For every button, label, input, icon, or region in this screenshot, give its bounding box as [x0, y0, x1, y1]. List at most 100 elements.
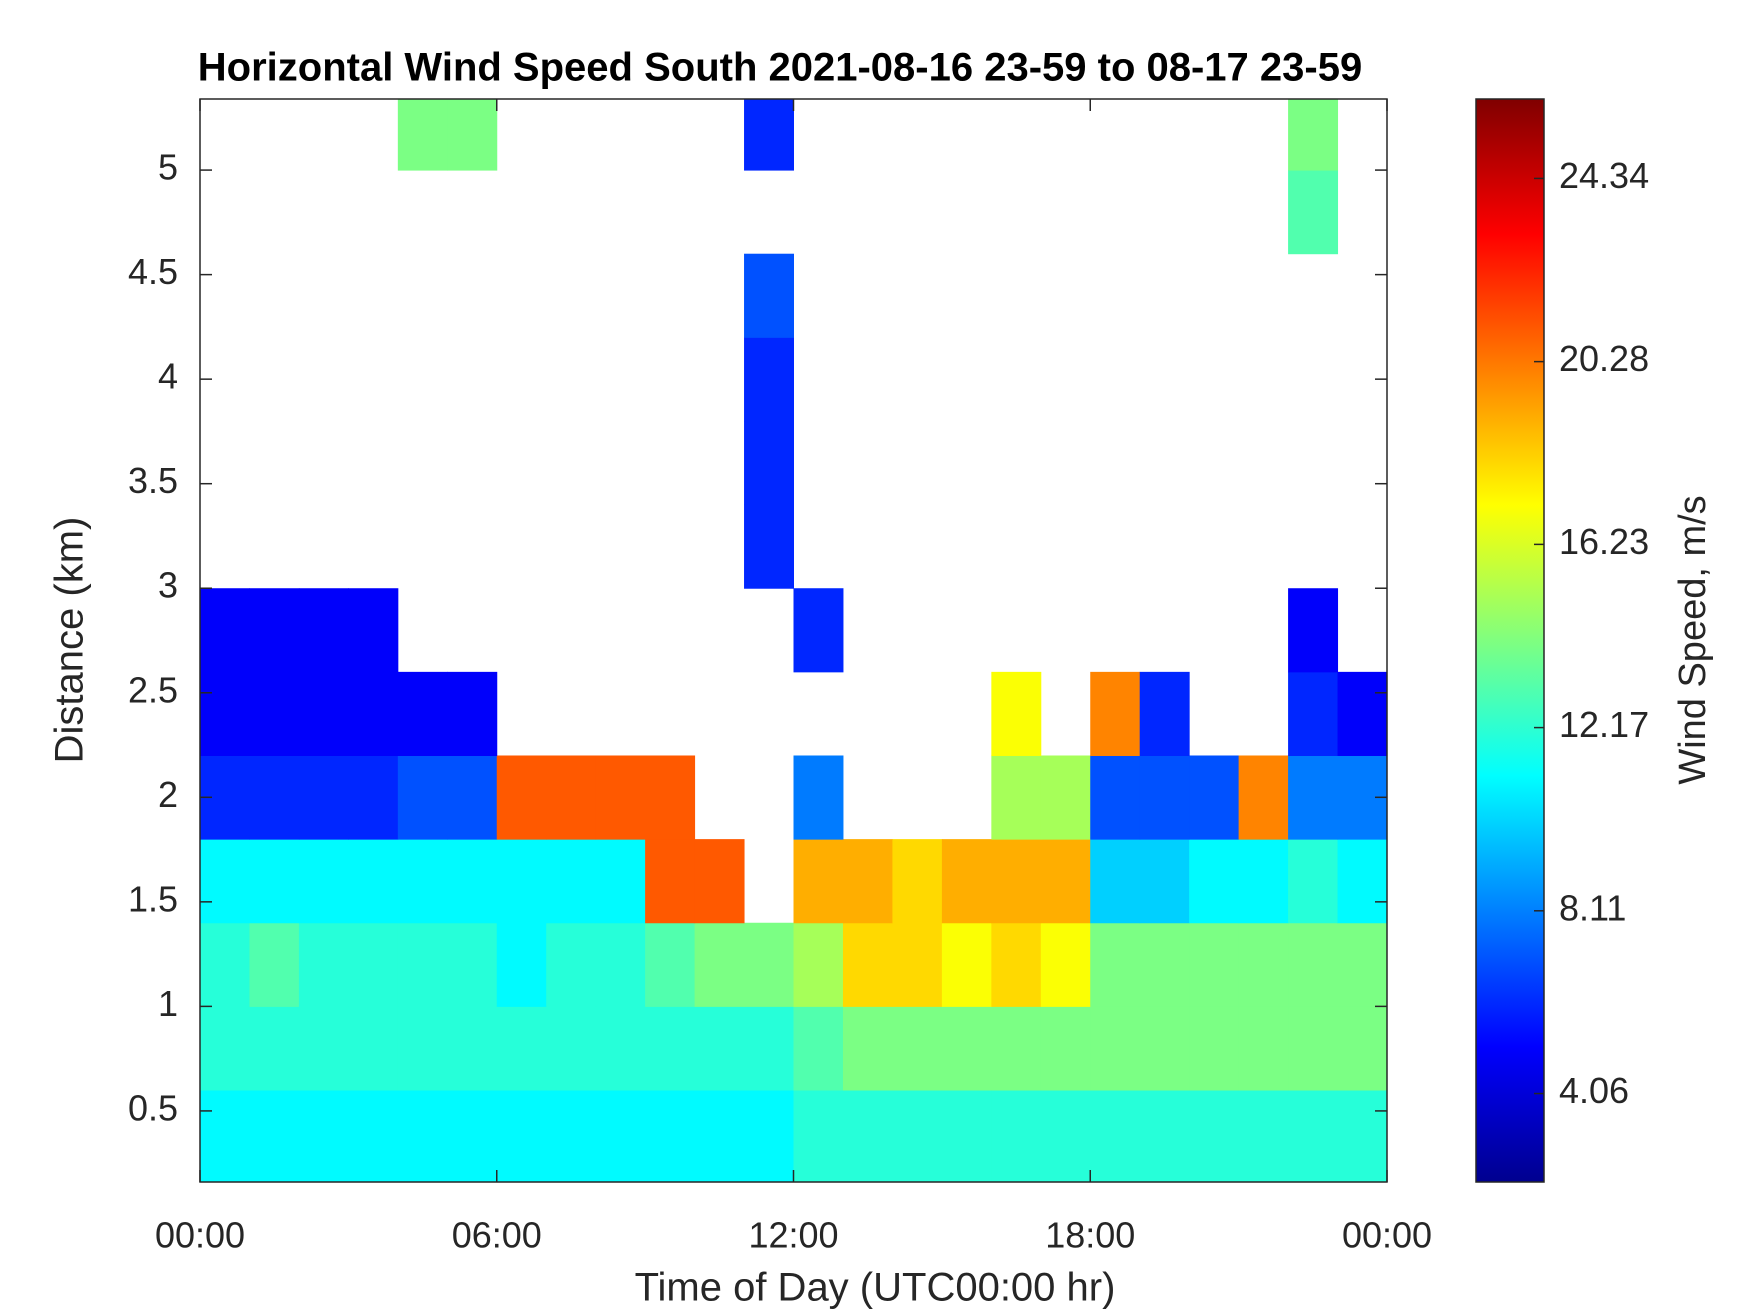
- heatmap-cell: [200, 671, 250, 756]
- heatmap-cell: [348, 922, 399, 1007]
- heatmap-cell: [496, 1006, 547, 1091]
- heatmap-cell: [1189, 922, 1240, 1007]
- heatmap-cell: [595, 1006, 646, 1091]
- heatmap-cell: [793, 922, 844, 1007]
- heatmap-cell: [1189, 1006, 1240, 1091]
- heatmap-cell: [546, 839, 597, 924]
- heatmap-cell: [1139, 839, 1190, 924]
- heatmap-cell: [249, 755, 300, 840]
- heatmap-cell: [1337, 1090, 1388, 1183]
- heatmap-cell: [1189, 755, 1240, 840]
- heatmap-cell: [298, 1006, 349, 1091]
- heatmap-cell: [793, 1006, 844, 1091]
- colorbar-tick-label: 4.06: [1559, 1070, 1629, 1111]
- heatmap-cell: [892, 922, 943, 1007]
- heatmap-cell: [496, 839, 547, 924]
- heatmap-cell: [397, 839, 448, 924]
- heatmap-cell: [200, 1090, 250, 1183]
- heatmap-cell: [348, 839, 399, 924]
- heatmap-cell: [991, 922, 1042, 1007]
- heatmap-cell: [991, 839, 1042, 924]
- heatmap-cell: [744, 253, 794, 338]
- heatmap-cell: [1040, 755, 1091, 840]
- heatmap-cell: [546, 1006, 597, 1091]
- colorbar-tick-label: 12.17: [1559, 704, 1649, 745]
- heatmap-cell: [991, 1090, 1042, 1183]
- colorbar-tick-label: 24.34: [1559, 155, 1649, 196]
- colorbar-tick-label: 8.11: [1559, 887, 1626, 928]
- heatmap-cell: [397, 922, 448, 1007]
- heatmap-cell: [842, 922, 893, 1007]
- heatmap: [200, 99, 1388, 1183]
- heatmap-cell: [200, 588, 250, 673]
- heatmap-cell: [1288, 922, 1339, 1007]
- heatmap-cell: [744, 420, 794, 506]
- heatmap-cell: [1139, 755, 1190, 840]
- heatmap-cell: [645, 755, 696, 840]
- heatmap-cell: [694, 1090, 745, 1183]
- heatmap-cell: [249, 1006, 300, 1091]
- heatmap-cell: [1238, 1006, 1289, 1091]
- x-tick-label: 18:00: [1045, 1215, 1135, 1256]
- heatmap-cell: [744, 99, 794, 171]
- heatmap-cell: [447, 671, 498, 756]
- heatmap-cell: [1337, 922, 1388, 1007]
- heatmap-cell: [1090, 755, 1141, 840]
- heatmap-cell: [200, 922, 250, 1007]
- y-tick-label: 1.5: [128, 878, 178, 919]
- heatmap-cell: [793, 839, 844, 924]
- heatmap-cell: [1238, 839, 1289, 924]
- heatmap-cell: [842, 1090, 893, 1183]
- heatmap-cell: [1090, 922, 1141, 1007]
- heatmap-cell: [645, 1006, 696, 1091]
- heatmap-cell: [1288, 99, 1339, 171]
- heatmap-cell: [249, 671, 300, 756]
- heatmap-cell: [744, 1006, 794, 1091]
- heatmap-cell: [892, 1090, 943, 1183]
- heatmap-cell: [1288, 1090, 1339, 1183]
- heatmap-cell: [595, 839, 646, 924]
- heatmap-cell: [1337, 839, 1388, 924]
- heatmap-cell: [694, 1006, 745, 1091]
- heatmap-cell: [496, 1090, 547, 1183]
- heatmap-cell: [1139, 1090, 1190, 1183]
- heatmap-cell: [397, 671, 448, 756]
- heatmap-cell: [249, 1090, 300, 1183]
- x-tick-label: 00:00: [155, 1215, 245, 1256]
- heatmap-cell: [991, 671, 1042, 756]
- heatmap-cell: [892, 1006, 943, 1091]
- heatmap-cell: [842, 1006, 893, 1091]
- heatmap-cell: [744, 337, 794, 422]
- chart-title: Horizontal Wind Speed South 2021-08-16 2…: [198, 46, 1362, 90]
- heatmap-cell: [1189, 839, 1240, 924]
- heatmap-cell: [842, 839, 893, 924]
- heatmap-cell: [397, 1006, 448, 1091]
- heatmap-cell: [744, 504, 794, 589]
- y-tick-label: 2: [158, 774, 178, 815]
- y-tick-label: 3: [158, 565, 178, 606]
- heatmap-cell: [1090, 671, 1141, 756]
- heatmap-cell: [200, 839, 250, 924]
- colorbar-tick-label: 20.28: [1559, 338, 1649, 379]
- heatmap-cell: [546, 755, 597, 840]
- heatmap-cell: [595, 1090, 646, 1183]
- heatmap-cell: [348, 671, 399, 756]
- y-tick-label: 4: [158, 356, 178, 397]
- heatmap-cell: [200, 1006, 250, 1091]
- y-tick-label: 5: [158, 147, 178, 188]
- y-tick-label: 3.5: [128, 460, 178, 501]
- heatmap-cell: [496, 922, 547, 1007]
- x-tick-label: 12:00: [748, 1215, 838, 1256]
- heatmap-cell: [793, 1090, 844, 1183]
- colorbar-tick-label: 16.23: [1559, 521, 1649, 562]
- heatmap-cell: [298, 588, 349, 673]
- heatmap-cell: [941, 1006, 992, 1091]
- heatmap-cell: [1288, 170, 1339, 255]
- heatmap-cell: [1139, 671, 1190, 756]
- heatmap-cell: [1090, 1090, 1141, 1183]
- heatmap-cell: [447, 755, 498, 840]
- heatmap-cell: [298, 671, 349, 756]
- heatmap-cell: [1139, 922, 1190, 1007]
- heatmap-cell: [793, 755, 844, 840]
- heatmap-cell: [1189, 1090, 1240, 1183]
